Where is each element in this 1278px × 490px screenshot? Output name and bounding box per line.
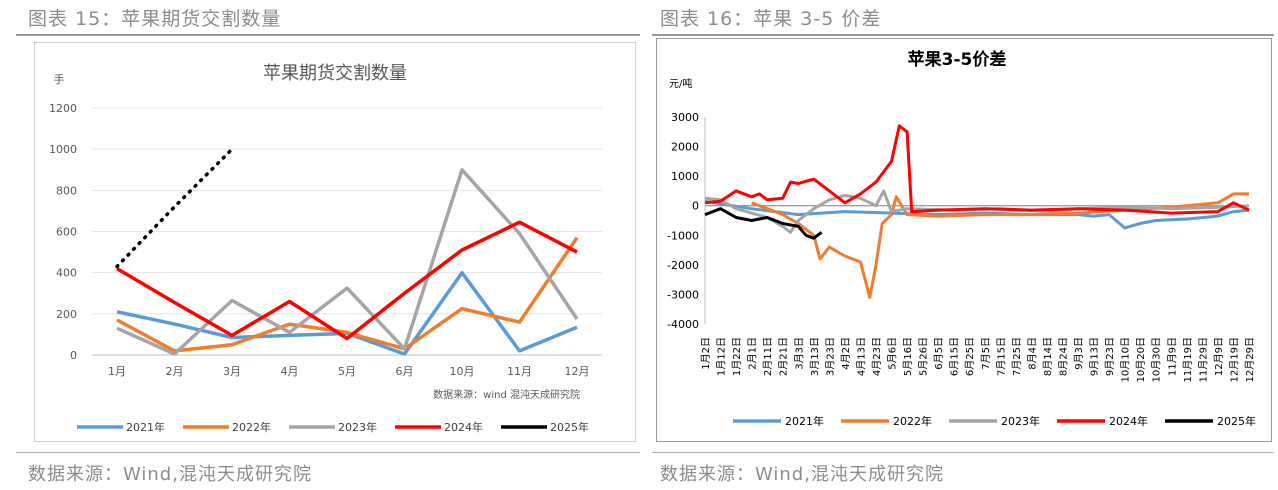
x-tick-label: 1月12日 [716,337,728,376]
x-tick-label: 4月13日 [855,337,867,376]
x-tick-label: 7月15日 [995,337,1007,376]
x-tick-label: 5月26日 [918,337,930,376]
x-tick-label: 12月 [565,365,590,378]
series-line-2024年 [116,220,578,341]
x-tick-label: 2月21日 [778,337,790,376]
x-tick-label: 11月19日 [1182,337,1194,382]
legend-label: 2024年 [444,420,483,434]
legend-label: 2025年 [1217,414,1256,428]
x-tick-label: 8月24日 [1057,337,1069,376]
x-tick-label: 1月2日 [700,337,712,370]
y-tick-label: 1000 [671,170,699,183]
x-tick-label: 4月2日 [840,337,852,370]
x-tick-label: 9月3日 [1073,337,1085,370]
x-tick-label: 2月1日 [747,337,759,370]
legend-label: 2024年 [1109,414,1148,428]
x-tick-label: 2月11日 [762,337,774,376]
x-tick-label: 7月25日 [1011,337,1023,376]
inner-source-note: 数据来源：wind 混沌天成研究院 [433,388,580,401]
y-tick-label: 1000 [49,143,77,156]
bottom-rule-left [16,452,640,453]
x-tick-label: 6月15日 [949,337,961,376]
series-line-2023年 [116,168,579,356]
x-tick-label: 1月22日 [731,337,743,376]
delivery-volume-chart: 苹果期货交割数量 手 0 200 400 600 800 1000 1200 1月 2月 3月 4月 5月… [49,63,602,434]
legend-label: 2023年 [338,420,377,434]
x-tick-label: 5月16日 [902,337,914,376]
x-tick-label: 1月 [108,365,126,378]
series-line-2024年 [704,124,1250,215]
series-line-2025年 [115,147,234,269]
x-tick-label: 4月23日 [871,337,883,376]
series-line-2021年 [704,199,1250,230]
x-tick-label: 8月4日 [1026,337,1038,370]
legend-label: 2021年 [785,414,824,428]
x-tick-label: 10月 [450,365,475,378]
figure-16-title: 图表 16：苹果 3-5 价差 [660,8,882,30]
chart-title: 苹果3-5价差 [908,49,1007,70]
y-tick-label: 0 [70,349,77,362]
x-tick-label: 4月 [281,365,299,378]
y-axis-unit: 元/吨 [669,77,692,90]
series-line-2022年 [116,236,579,353]
x-tick-label: 3月13日 [809,337,821,376]
x-tick-label: 3月 [223,365,241,378]
x-tick-label: 8月14日 [1042,337,1054,376]
x-tick-label: 3月3日 [793,337,805,370]
x-tick-label: 12月29日 [1244,337,1256,382]
x-tick-label: 11月29日 [1197,337,1209,382]
x-tick-label: 12月19日 [1228,337,1240,382]
y-tick-label: 3000 [671,111,699,124]
chart-panel-right: 苹果3-5价差元/吨 -4000 -3000 -2000 -1000 0 1000 2000 3… [656,38,1272,442]
y-tick-label: 600 [56,226,77,239]
y-tick-label: -4000 [667,318,699,331]
y-tick-label: 800 [56,184,77,197]
chart-panel-left: 苹果期货交割数量 手 0 200 400 600 800 1000 1200 1月 2月 3月 4月 5月… [34,42,636,442]
x-tick-label: 2月 [166,365,184,378]
title-rule-right [652,34,1274,36]
legend-label: 2023年 [1001,414,1040,428]
figure-15-title: 图表 15：苹果期货交割数量 [28,8,282,30]
x-tick-label: 6月25日 [964,337,976,376]
y-tick-label: -2000 [667,259,699,272]
y-tick-label: 400 [56,267,77,280]
y-axis-unit: 手 [54,72,65,86]
x-tick-label: 5月 [338,365,356,378]
x-tick-label: 9月23日 [1104,337,1116,376]
x-tick-label: 3月23日 [824,337,836,376]
y-tick-label: 1200 [49,102,77,115]
x-tick-label: 6月5日 [933,337,945,370]
x-tick-label: 6月 [396,365,414,378]
series-line-2025年 [704,207,823,240]
figure-15-source: 数据来源：Wind,混沌天成研究院 [28,464,312,485]
x-tick-label: 12月9日 [1213,337,1225,376]
x-tick-label: 7月5日 [980,337,992,370]
figure-16-source: 数据来源：Wind,混沌天成研究院 [660,464,944,485]
y-tick-label: -3000 [667,288,699,301]
x-tick-label: 10月20日 [1135,337,1147,382]
bottom-rule-right [652,452,1274,453]
chart-title: 苹果期货交割数量 [263,63,407,84]
x-tick-label: 11月 [507,365,532,378]
y-tick-label: 2000 [671,141,699,154]
x-tick-label: 11月9日 [1166,337,1178,376]
legend-label: 2022年 [232,420,271,434]
y-tick-label: 0 [692,200,699,213]
legend-label: 2025年 [550,420,589,434]
y-tick-label: 200 [56,308,77,321]
x-tick-label: 10月10日 [1120,337,1132,382]
x-tick-label: 5月6日 [887,337,899,370]
x-tick-label: 9月13日 [1089,337,1101,376]
x-tick-label: 10月30日 [1151,337,1163,382]
legend-label: 2021年 [126,420,165,434]
legend-label: 2022年 [893,414,932,428]
title-rule-left [16,34,640,36]
y-tick-label: -1000 [667,229,699,242]
